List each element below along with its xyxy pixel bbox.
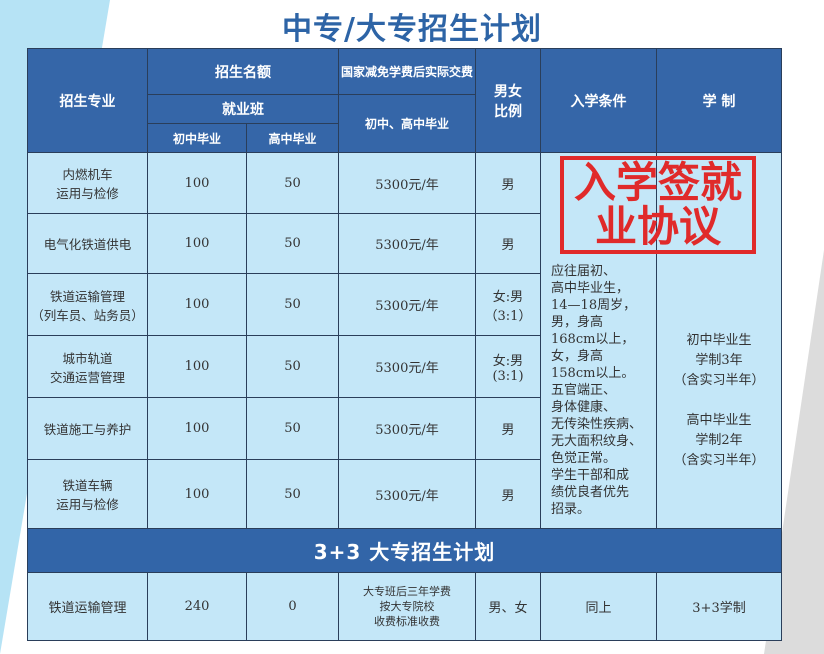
row-fee: 5300元/年: [338, 213, 476, 274]
row33-junior: 240: [147, 572, 247, 641]
row33-major: 铁道运输管理: [27, 572, 148, 641]
table-row: 城市轨道 交通运营管理 100 50 5300元/年 女:男 (3:1): [27, 335, 782, 398]
header-class: 就业班: [147, 94, 339, 124]
system-cell: 初中毕业生 学制3年 （含实习半年） 高中毕业生 学制2年 （含实习半年）: [656, 152, 782, 529]
section-band: 3+3 大专招生计划: [27, 528, 782, 573]
row33-senior: 0: [246, 572, 339, 641]
row-major: 城市轨道 交通运营管理: [27, 335, 148, 398]
row-fee: 5300元/年: [338, 397, 476, 460]
row-junior: 100: [147, 152, 247, 214]
row-major: 内燃机车 运用与检修: [27, 152, 148, 214]
row33-system: 3+3学制: [656, 572, 782, 641]
row-ratio: 女:男 (3:1): [475, 335, 541, 398]
row-fee: 5300元/年: [338, 459, 476, 529]
row-fee: 5300元/年: [338, 152, 476, 214]
row-senior: 50: [246, 335, 339, 398]
table-row: 电气化铁道供电 100 50 5300元/年男: [27, 213, 782, 274]
row-major: 电气化铁道供电: [27, 213, 148, 274]
row-senior: 50: [246, 459, 339, 529]
row-ratio: 男: [475, 459, 541, 529]
header-system: 学 制: [656, 48, 782, 153]
row-junior: 100: [147, 213, 247, 274]
row-senior: 50: [246, 273, 339, 336]
row-major: 铁道施工与养护: [27, 397, 148, 460]
header-conditions: 入学条件: [540, 48, 657, 153]
row-junior: 100: [147, 459, 247, 529]
row-ratio: 男: [475, 213, 541, 274]
row-major: 铁道车辆 运用与检修: [27, 459, 148, 529]
stamp: 入学签就业协议: [560, 156, 756, 254]
header-junior: 初中毕业: [147, 123, 247, 153]
row-junior: 100: [147, 335, 247, 398]
row-ratio: 男: [475, 152, 541, 214]
row33-fee: 大专班后三年学费 按大专院校 收费标准收费: [338, 572, 476, 641]
enrollment-table: 招生专业 招生名额 国家减免学费后实际交费 男女比例 入学条件 学 制 就业班 …: [27, 48, 782, 641]
row-senior: 50: [246, 397, 339, 460]
row-senior: 50: [246, 152, 339, 214]
header-fee: 国家减免学费后实际交费: [338, 48, 476, 95]
table-row: 内燃机车 运用与检修 100 50 5300元/年男应往届初、 高中毕业生， 14—1…: [27, 152, 782, 529]
row-junior: 100: [147, 273, 247, 336]
table-row: 铁道车辆 运用与检修 100 50 5300元/年男: [27, 459, 782, 529]
row-senior: 50: [246, 213, 339, 274]
header-quota: 招生名额: [147, 48, 339, 95]
header-ratio: 男女比例: [475, 48, 541, 153]
table-row: 铁道运输管理 （列车员、站务员） 100 50 5300元/年 女:男 （3:1）: [27, 273, 782, 336]
row-major: 铁道运输管理 （列车员、站务员）: [27, 273, 148, 336]
row-ratio: 男: [475, 397, 541, 460]
row33-conditions: 同上: [540, 572, 657, 641]
header-senior: 高中毕业: [246, 123, 339, 153]
page-title: 中专/大专招生计划: [282, 12, 542, 47]
row-fee: 5300元/年: [338, 335, 476, 398]
row-ratio: 女:男 （3:1）: [475, 273, 541, 336]
conditions-cell: 应往届初、 高中毕业生， 14—18周岁， 男，身高 168cm以上， 女，身高…: [540, 152, 657, 529]
header-fee-sub: 初中、高中毕业: [338, 94, 476, 153]
row-fee: 5300元/年: [338, 273, 476, 336]
row-junior: 100: [147, 397, 247, 460]
row33-ratio: 男、女: [475, 572, 541, 641]
header-major: 招生专业: [27, 48, 148, 153]
